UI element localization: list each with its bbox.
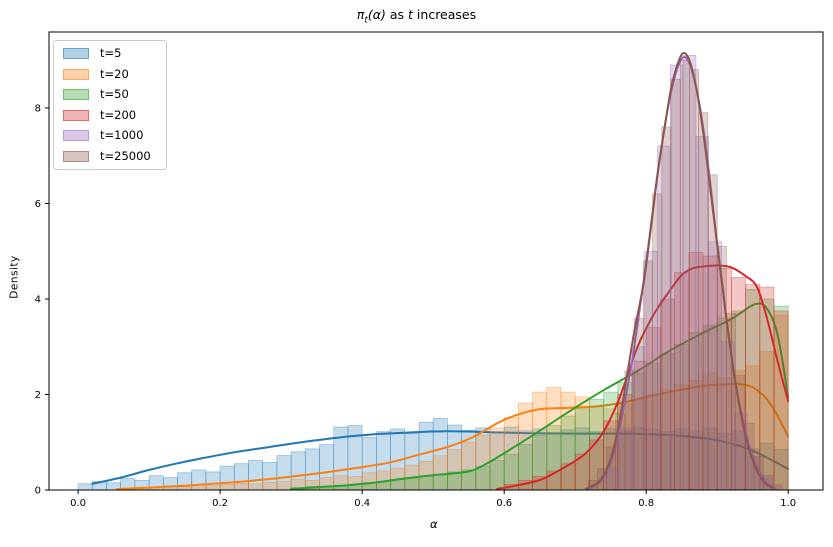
hist-bar-t=20: [219, 483, 235, 491]
hist-bar-t=25000: [652, 193, 663, 491]
legend-swatch-t200: [63, 109, 89, 121]
hist-bar-t=25000: [698, 112, 709, 491]
legend-swatch-t5: [63, 48, 89, 59]
hist-bar-t=25000: [661, 126, 672, 491]
kde-curve-t=20: [116, 382, 790, 490]
hist-bar-t=25000: [642, 260, 653, 491]
x-tick-label: 0.8: [638, 498, 654, 509]
hist-bar-t=25000: [679, 59, 690, 491]
kde-curve-t=50: [290, 302, 790, 490]
hist-bar-t=25000: [670, 78, 681, 491]
title-as: as: [385, 7, 409, 22]
hist-bar-t=25000: [744, 422, 755, 491]
y-tick-label: 8: [35, 103, 41, 114]
hist-bar-t=20: [233, 482, 249, 491]
axes-spines: [48, 31, 824, 491]
x-tick-label: 0.0: [70, 498, 86, 509]
hist-bar-t=25000: [707, 174, 718, 491]
y-tick-label: 6: [35, 199, 41, 210]
hist-bar-t=25000: [615, 413, 626, 491]
hist-bar-t=25000: [726, 312, 736, 491]
hist-bar-t=20: [262, 482, 278, 491]
hist-bar-t=50: [489, 460, 505, 491]
hist-bar-t=50: [418, 475, 434, 491]
title-increases: increases: [412, 7, 477, 22]
legend-label-t50: t=50: [100, 87, 129, 101]
legend-swatch-t1000: [63, 130, 89, 141]
legend-label-t20: t=20: [100, 66, 129, 81]
x-tick-label: 0.2: [212, 498, 228, 509]
hist-bar-t=200: [773, 310, 789, 491]
legend-item-t20: t=20: [63, 66, 157, 81]
x-tick-label: 1.0: [780, 498, 796, 509]
legend-swatch-t50: [63, 89, 89, 100]
y-tick-label: 0: [35, 486, 41, 497]
legend-swatch-t25000: [63, 150, 89, 162]
legend-label-t25000: t=25000: [100, 148, 151, 163]
title-subscript-t: t: [364, 15, 368, 26]
legend-item-t1000: t=1000: [63, 128, 157, 142]
legend-item-t200: t=200: [63, 107, 157, 122]
x-axis-label: α: [430, 517, 438, 531]
hist-bar-t=50: [475, 465, 491, 491]
hist-bar-t=50: [432, 473, 448, 491]
y-axis-label: Density: [9, 255, 22, 299]
y-tick-label: 4: [35, 295, 41, 306]
y-tick-label: 2: [35, 390, 41, 401]
hist-bar-t=25000: [772, 484, 783, 491]
x-tick-label: 0.4: [354, 498, 370, 509]
kde-curve-t=200: [496, 264, 790, 490]
legend-item-t50: t=50: [63, 87, 157, 101]
legend-label-t5: t=5: [100, 46, 122, 60]
legend-label-t200: t=200: [100, 107, 137, 122]
chart-title: πt(α) as t increases: [0, 7, 833, 26]
legend-label-t1000: t=1000: [100, 128, 144, 142]
title-t-italic: t: [408, 7, 413, 22]
legend-swatch-t20: [63, 68, 89, 80]
kde-curve-t=25000: [584, 52, 774, 490]
hist-bar-t=20: [276, 481, 292, 491]
hist-bar-t=5: [77, 483, 93, 491]
y-axis-label-wrap: Density: [4, 167, 26, 387]
legend-item-t5: t=5: [63, 46, 157, 60]
hist-bar-t=25000: [689, 69, 700, 491]
x-tick-label: 0.6: [496, 498, 512, 509]
hist-bar-t=20: [205, 485, 221, 491]
kde-curve-t=5: [91, 430, 790, 485]
hist-bar-t=50: [404, 477, 420, 491]
hist-bar-t=25000: [624, 370, 635, 491]
hist-bar-t=25000: [633, 317, 644, 491]
title-alpha: (α): [367, 7, 386, 22]
hist-bar-t=20: [248, 483, 264, 491]
legend-item-t25000: t=25000: [63, 148, 157, 163]
legend: t=5 t=20 t=50 t=200 t=1000 t=25000: [53, 40, 167, 170]
title-pi: π: [356, 7, 365, 22]
